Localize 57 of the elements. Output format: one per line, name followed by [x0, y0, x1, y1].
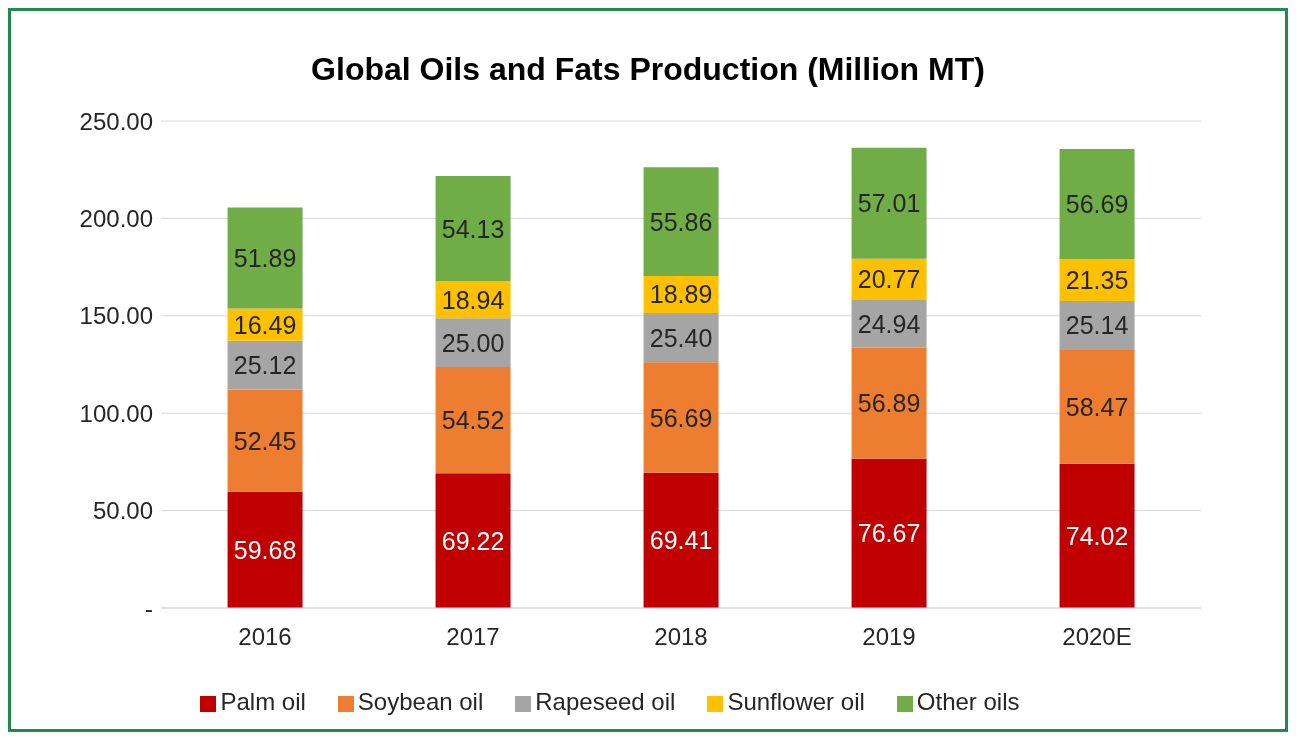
bar — [643, 167, 719, 277]
bar — [227, 491, 303, 608]
data-label: 21.35 — [1065, 266, 1129, 295]
bar — [851, 458, 927, 608]
data-label: 54.52 — [441, 406, 505, 435]
bar — [1059, 148, 1135, 260]
legend-label: Palm oil — [220, 688, 306, 715]
data-label: 52.45 — [233, 426, 297, 455]
legend-label: Rapeseed oil — [535, 688, 676, 715]
data-label: 57.01 — [857, 189, 921, 218]
legend-label: Other oils — [916, 688, 1020, 715]
data-label: 74.02 — [1065, 521, 1129, 550]
data-label: 56.69 — [1065, 190, 1129, 219]
bar — [1059, 349, 1135, 464]
data-label: 24.94 — [857, 309, 921, 338]
data-label: 18.94 — [441, 285, 505, 314]
data-label: 54.13 — [441, 214, 505, 243]
data-label: 25.12 — [233, 351, 297, 380]
data-label: 76.67 — [857, 519, 921, 548]
data-label: 18.89 — [649, 280, 713, 309]
data-label: 69.41 — [649, 526, 713, 555]
bar — [643, 362, 719, 473]
x-tick-label: 2020E — [1062, 623, 1132, 651]
y-tick-label: 150.00 — [79, 302, 153, 330]
chart-title: Global Oils and Fats Production (Million MT) — [310, 51, 986, 89]
x-tick-label: 2016 — [238, 623, 292, 651]
data-label: 56.69 — [649, 403, 713, 432]
bar — [1059, 463, 1135, 608]
x-tick-label: 2017 — [446, 623, 500, 651]
bar — [435, 366, 511, 474]
legend-label: Sunflower oil — [727, 688, 865, 715]
data-label: 20.77 — [857, 265, 921, 294]
data-label: 58.47 — [1065, 392, 1129, 421]
y-tick-label: 50.00 — [92, 497, 153, 525]
bar — [435, 473, 511, 608]
data-label: 69.22 — [441, 526, 505, 555]
y-tick-label: 250.00 — [79, 107, 153, 135]
legend-label: Soybean oil — [357, 688, 484, 715]
x-tick-label: 2018 — [654, 623, 708, 651]
bar — [851, 147, 927, 259]
y-tick-label: - — [145, 594, 153, 622]
bar — [435, 175, 511, 282]
data-label: 16.49 — [233, 310, 297, 339]
y-tick-label: 200.00 — [79, 204, 153, 232]
data-label: 55.86 — [649, 207, 713, 236]
bar — [643, 472, 719, 608]
data-label: 59.68 — [233, 535, 297, 564]
x-tick-label: 2019 — [862, 623, 916, 651]
data-label: 51.89 — [233, 243, 297, 272]
bar — [227, 389, 303, 492]
bar — [227, 207, 303, 309]
bar — [851, 347, 927, 459]
data-label: 56.89 — [857, 389, 921, 418]
y-tick-label: 100.00 — [79, 399, 153, 427]
data-label: 25.14 — [1065, 311, 1129, 340]
data-label: 25.00 — [441, 328, 505, 357]
data-label: 25.40 — [649, 323, 713, 352]
